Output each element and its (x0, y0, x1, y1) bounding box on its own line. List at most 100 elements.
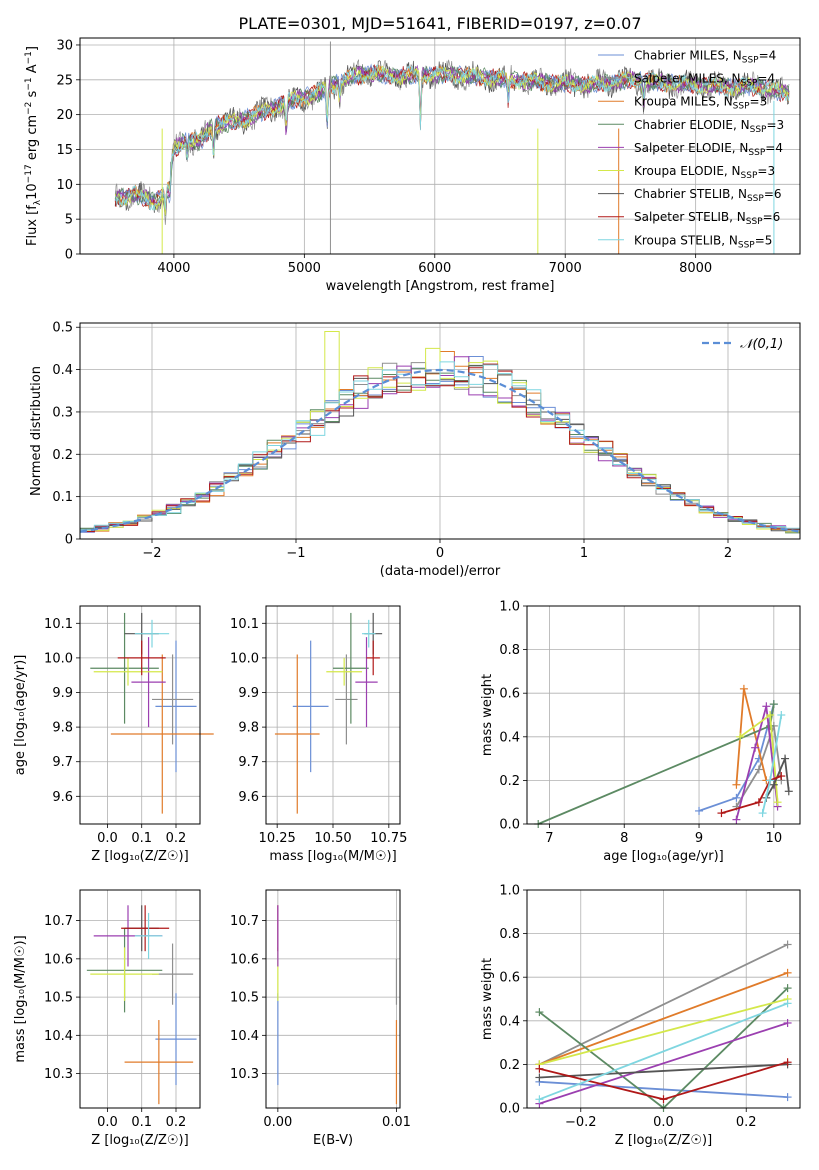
legend-label: Kroupa ELODIE, NSSP=3 (634, 164, 775, 181)
x-tick-label: 10.25 (259, 831, 296, 846)
plot-area (80, 890, 200, 1108)
y-tick-label: 0 (65, 248, 73, 263)
legend-label-value: =3 (750, 95, 768, 109)
weight-marker (783, 940, 792, 949)
errorbar-point-3 (333, 612, 369, 724)
y-tick-label: 10.6 (44, 952, 73, 967)
legend-label-sub: SSP (742, 56, 759, 66)
y-tick-label: 0.1 (52, 490, 73, 505)
histogram-series-7 (80, 363, 800, 532)
legend-label-value: =5 (755, 233, 773, 247)
y-axis-label-part: s (25, 90, 40, 101)
legend-label: Salpeter ELODIE, NSSP=4 (634, 141, 783, 158)
y-tick-label: 0.2 (52, 448, 73, 463)
y-tick-label: 9.8 (238, 721, 259, 736)
y-axis-label-part: −1 (24, 77, 34, 90)
legend-label-value: =3 (757, 164, 775, 178)
errorbar-point-7 (117, 640, 166, 676)
weight-marker (732, 793, 741, 802)
legend-label-text: Salpeter ELODIE, N (634, 141, 748, 155)
errorbar-point-5 (90, 947, 159, 1001)
legend-label: Chabrier STELIB, NSSP=6 (634, 187, 782, 204)
y-axis-label: Normed distribution (29, 366, 44, 496)
legend-label-text: Salpeter MILES, N (634, 72, 741, 86)
weight-marker (773, 798, 782, 807)
errorbar-point-0 (155, 993, 197, 1086)
legend-label-value: =6 (764, 187, 782, 201)
y-axis-label: mass [log₁₀(M/M☉)] (13, 935, 28, 1062)
panel-mass_weight_vs_Z: −0.2 0.0 0.2 0.0 0.2 0.4 0.6 0.8 1.0 Z [log₁₀(Z/Z… (480, 884, 801, 1148)
legend-label-sub: SSP (750, 125, 767, 135)
legend-label-value: =6 (763, 210, 781, 224)
axes-frame (265, 605, 401, 825)
weight-series-7 (721, 775, 782, 814)
x-tick-label: −1 (286, 546, 305, 561)
y-axis-label-part: A (25, 64, 40, 77)
x-tick-label: 8 (620, 831, 628, 846)
weight-marker (777, 772, 786, 781)
spectrum-series-5 (114, 65, 790, 216)
axes-frame (79, 889, 201, 1109)
y-tick-label: 10.4 (44, 1029, 73, 1044)
axes-frame (526, 605, 801, 825)
y-tick-label: 30 (56, 38, 73, 53)
y-tick-label: 9.7 (238, 755, 259, 770)
errorbar-point-7 (366, 640, 380, 676)
weight-marker (781, 754, 790, 763)
errorbar-point-5 (93, 657, 163, 686)
y-axis-label-part: −2 (24, 102, 34, 115)
y-tick-label: 9.6 (52, 790, 73, 805)
panel-mass_vs_ebv: 0.00 0.01 10.3 10.4 10.5 10.6 10.7 E(B-V) (230, 889, 411, 1148)
panels: 4000 5000 6000 7000 8000051015202530waveleng… (13, 37, 801, 1148)
x-tick-label: 0.0 (97, 831, 118, 846)
y-tick-label: 0.2 (499, 774, 520, 789)
y-tick-label: 0.6 (499, 971, 520, 986)
weight-marker (766, 776, 775, 785)
weight-marker (659, 1095, 668, 1104)
errorbar-point-2 (110, 654, 214, 814)
y-tick-label: 1.0 (499, 600, 520, 615)
y-tick-label: 9.9 (52, 686, 73, 701)
weight-series-5 (539, 998, 788, 1066)
y-tick-label: 10.1 (44, 617, 73, 632)
weight-marker (762, 702, 771, 711)
axes-frame (79, 322, 801, 540)
plot-area (527, 606, 800, 824)
weight-series-6 (539, 1063, 788, 1079)
x-axis-label: E(B-V) (313, 1133, 353, 1148)
y-tick-label: 0 (65, 533, 73, 548)
y-tick-label: 9.9 (238, 686, 259, 701)
weight-marker (769, 780, 778, 789)
x-tick-label: 0.2 (166, 1115, 187, 1130)
legend-label-value: =4 (759, 49, 777, 63)
y-tick-label: 9.8 (52, 721, 73, 736)
x-tick-label: 10.50 (314, 831, 351, 846)
x-tick-label: 0.0 (97, 1115, 118, 1130)
x-tick-label: 0.01 (382, 1115, 411, 1130)
y-tick-label: 10.5 (230, 991, 259, 1006)
weight-series-2 (539, 971, 788, 1066)
y-tick-label: 0.5 (52, 321, 73, 336)
weight-series-0 (539, 1080, 788, 1098)
panel-residuals: −2 −1 0 1 2 0 0.1 0.2 0.3 0.4 0.5 (data-model)/erro… (29, 321, 801, 579)
panel-age_vs_Z: 0.0 0.1 0.2 9.6 9.7 9.8 9.9 10.0 10.1 Z [log₁₀(Z/… (13, 605, 214, 864)
x-axis-label: Z [log₁₀(Z/Z☉)] (615, 1133, 712, 1148)
legend-label: Kroupa STELIB, NSSP=5 (634, 233, 772, 250)
errorbar-point-8 (134, 912, 163, 959)
errorbar-point-8 (362, 619, 376, 648)
spectrum-series-8 (114, 64, 790, 211)
errorbar-point-7 (121, 905, 170, 952)
legend-label-text: Kroupa ELODIE, N (634, 164, 741, 178)
errorbar-point-4 (355, 637, 378, 728)
y-axis-label-part: Flux [f (25, 205, 40, 246)
weight-marker (769, 700, 778, 709)
errorbar-point-1 (335, 654, 358, 745)
y-axis-label-part: ] (25, 46, 40, 51)
weight-marker (717, 809, 726, 818)
errorbar-point-3 (90, 612, 159, 724)
weight-marker (784, 787, 793, 796)
errorbar-point-1 (152, 654, 194, 745)
legend-label-sub: SSP (748, 148, 765, 158)
y-tick-label: 10.0 (230, 651, 259, 666)
